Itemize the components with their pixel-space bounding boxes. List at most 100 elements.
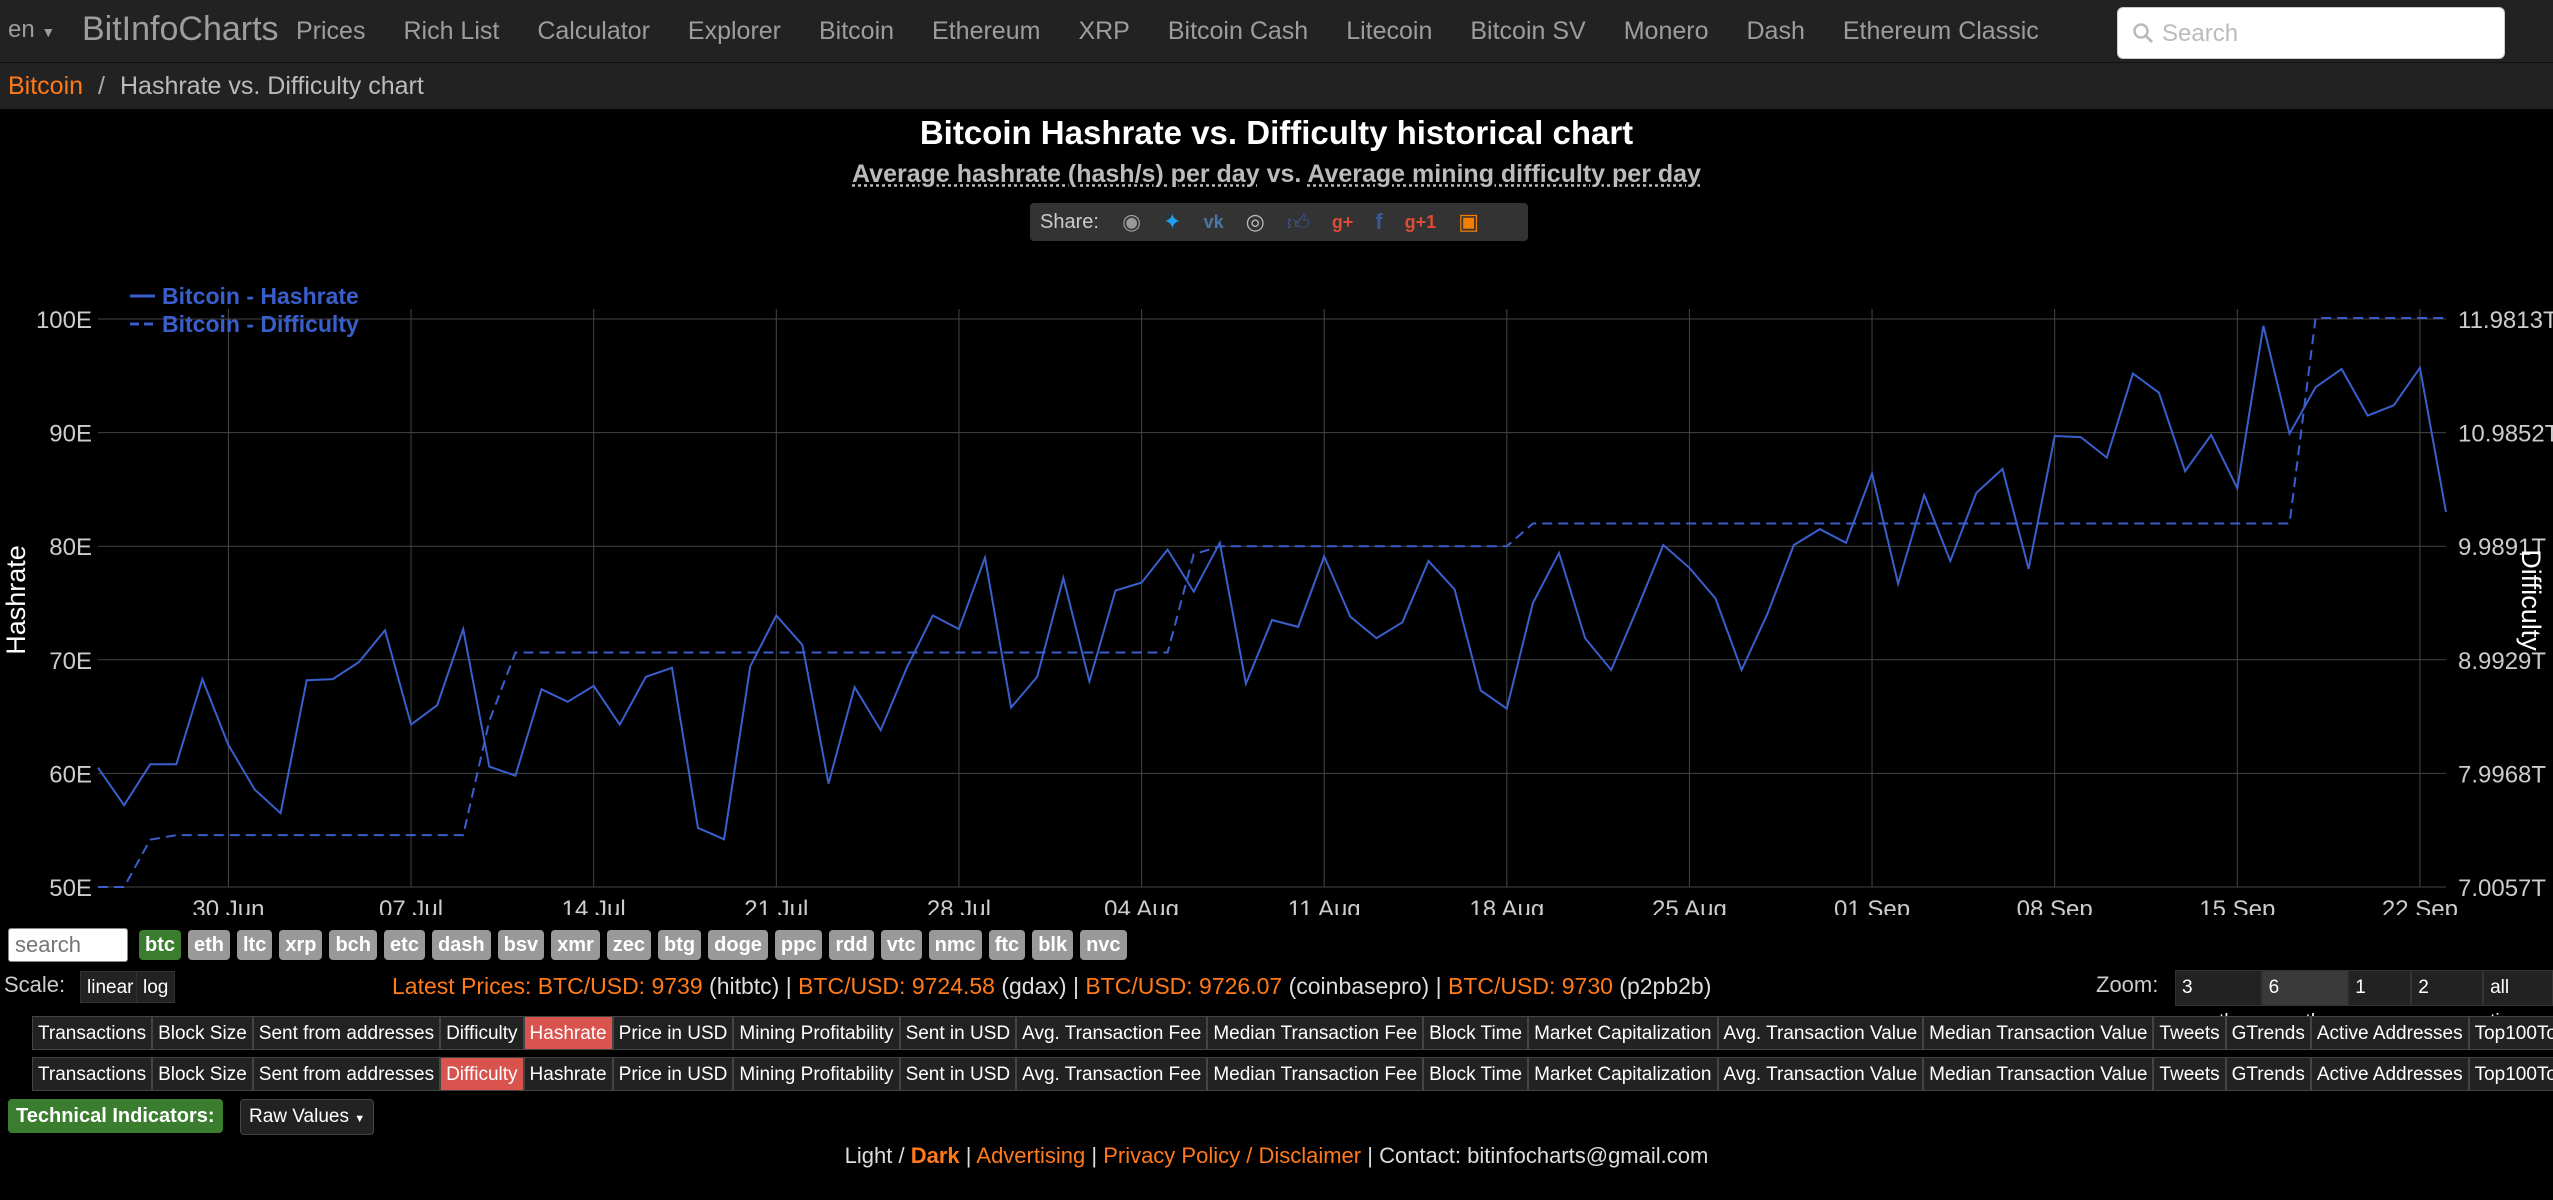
metric-primary-sent-from-addresses[interactable]: Sent from addresses	[252, 1016, 441, 1050]
nav-link-litecoin[interactable]: Litecoin	[1346, 16, 1433, 45]
weibo-icon[interactable]: ◎	[1245, 209, 1265, 234]
theme-dark-link[interactable]: Dark	[910, 1143, 960, 1168]
metric-secondary-difficulty[interactable]: Difficulty	[440, 1057, 524, 1091]
nav-link-calculator[interactable]: Calculator	[537, 16, 650, 45]
nav-link-bitcoin[interactable]: Bitcoin	[819, 16, 895, 45]
coin-button-bsv[interactable]: bsv	[497, 930, 545, 960]
coin-button-blk[interactable]: blk	[1032, 930, 1074, 960]
metric-secondary-transactions[interactable]: Transactions	[32, 1057, 153, 1091]
nav-link-monero[interactable]: Monero	[1623, 16, 1709, 45]
nav-link-bitcoin-sv[interactable]: Bitcoin SV	[1470, 16, 1586, 45]
metric-secondary-median-transaction-value[interactable]: Median Transaction Value	[1923, 1057, 2154, 1091]
scale-linear-button[interactable]: linear	[80, 971, 141, 1003]
nav-link-ethereum-classic[interactable]: Ethereum Classic	[1842, 16, 2039, 45]
metric-primary-market-capitalization[interactable]: Market Capitalization	[1528, 1016, 1718, 1050]
zoom-button-all-time[interactable]: all time	[2483, 970, 2553, 1032]
metric-primary-mining-profitability[interactable]: Mining Profitability	[733, 1016, 900, 1050]
nav-link-prices[interactable]: Prices	[296, 16, 366, 45]
metric-primary-median-transaction-value[interactable]: Median Transaction Value	[1923, 1016, 2154, 1050]
metric-primary-price-in-usd[interactable]: Price in USD	[612, 1016, 734, 1050]
coin-button-rdd[interactable]: rdd	[829, 930, 874, 960]
metric-secondary-sent-from-addresses[interactable]: Sent from addresses	[252, 1057, 441, 1091]
zoom-button-6-months[interactable]: 6 months	[2261, 970, 2349, 1032]
nav-link-dash[interactable]: Dash	[1746, 16, 1805, 45]
coin-button-vtc[interactable]: vtc	[880, 930, 922, 960]
metric-primary-transactions[interactable]: Transactions	[32, 1016, 153, 1050]
language-dropdown[interactable]: en ▼	[8, 16, 55, 44]
metric-secondary-gtrends[interactable]: GTrends	[2225, 1057, 2311, 1091]
metric-secondary-hashrate[interactable]: Hashrate	[523, 1057, 613, 1091]
metric-secondary-avg-transaction-value[interactable]: Avg. Transaction Value	[1717, 1057, 1924, 1091]
coin-button-ltc[interactable]: ltc	[237, 930, 273, 960]
metric-primary-gtrends[interactable]: GTrends	[2225, 1016, 2311, 1050]
chart-legend[interactable]: Bitcoin - Hashrate Bitcoin - Difficulty	[130, 283, 359, 337]
metric-secondary-tweets[interactable]: Tweets	[2153, 1057, 2226, 1091]
privacy-policy-link[interactable]: Privacy Policy / Disclaimer	[1103, 1143, 1362, 1168]
metric-primary-active-addresses[interactable]: Active Addresses	[2310, 1016, 2469, 1050]
zoom-button-2-years[interactable]: 2 years	[2411, 970, 2484, 1032]
metric-secondary-sent-in-usd[interactable]: Sent in USD	[899, 1057, 1017, 1091]
nav-search-box[interactable]	[2117, 7, 2505, 60]
nav-link-rich-list[interactable]: Rich List	[403, 16, 500, 45]
raw-values-dropdown[interactable]: Raw Values ▼	[240, 1099, 375, 1135]
facebook-icon[interactable]: f	[1375, 209, 1383, 234]
price-value[interactable]: BTC/USD: 9726.07	[1085, 973, 1283, 999]
google-plus-one-icon[interactable]: g+1	[1404, 211, 1437, 232]
metric-primary-avg-transaction-value[interactable]: Avg. Transaction Value	[1717, 1016, 1924, 1050]
coin-button-eth[interactable]: eth	[188, 930, 230, 960]
metric-primary-median-transaction-fee[interactable]: Median Transaction Fee	[1207, 1016, 1424, 1050]
metric-primary-block-size[interactable]: Block Size	[152, 1016, 253, 1050]
coin-button-ppc[interactable]: ppc	[774, 930, 823, 960]
metric-primary-avg-transaction-fee[interactable]: Avg. Transaction Fee	[1016, 1016, 1208, 1050]
vk-icon[interactable]: vk	[1203, 211, 1224, 232]
nav-link-explorer[interactable]: Explorer	[687, 16, 781, 45]
scale-log-button[interactable]: log	[136, 971, 176, 1003]
subtitle-hashrate-link[interactable]: Average hashrate (hash/s) per day	[852, 160, 1260, 188]
metric-primary-difficulty[interactable]: Difficulty	[440, 1016, 524, 1050]
price-value[interactable]: BTC/USD: 9724.58	[798, 973, 995, 999]
price-value[interactable]: BTC/USD: 9739	[537, 973, 703, 999]
coin-button-btc[interactable]: btc	[139, 930, 181, 960]
metric-primary-top100tototal[interactable]: Top100ToTotal	[2468, 1016, 2553, 1050]
coin-button-dash[interactable]: dash	[431, 930, 491, 960]
metric-secondary-avg-transaction-fee[interactable]: Avg. Transaction Fee	[1016, 1057, 1208, 1091]
coin-button-zec[interactable]: zec	[606, 930, 652, 960]
google-plus-icon[interactable]: g+	[1331, 211, 1354, 232]
metric-secondary-top100tototal[interactable]: Top100ToTotal	[2468, 1057, 2553, 1091]
nav-search-input[interactable]	[2160, 8, 2494, 60]
metric-primary-block-time[interactable]: Block Time	[1423, 1016, 1529, 1050]
metric-secondary-active-addresses[interactable]: Active Addresses	[2310, 1057, 2469, 1091]
zoom-button-1-year[interactable]: 1 year	[2348, 970, 2412, 1032]
coin-button-nmc[interactable]: nmc	[928, 930, 982, 960]
coin-button-bch[interactable]: bch	[329, 930, 378, 960]
zoom-button-3-months[interactable]: 3 months	[2175, 970, 2262, 1032]
coin-button-xmr[interactable]: xmr	[551, 930, 600, 960]
nav-link-bitcoin-cash[interactable]: Bitcoin Cash	[1167, 16, 1309, 45]
nav-link-xrp[interactable]: XRP	[1078, 16, 1130, 45]
metric-secondary-median-transaction-fee[interactable]: Median Transaction Fee	[1207, 1057, 1424, 1091]
coin-button-nvc[interactable]: nvc	[1080, 930, 1127, 960]
subtitle-difficulty-link[interactable]: Average mining difficulty per day	[1307, 160, 1701, 188]
legend-difficulty-label[interactable]: Bitcoin - Difficulty	[162, 311, 359, 337]
coin-search-input[interactable]	[8, 928, 128, 962]
metric-primary-hashrate[interactable]: Hashrate	[523, 1016, 613, 1050]
metric-secondary-price-in-usd[interactable]: Price in USD	[612, 1057, 734, 1091]
technical-indicators-button[interactable]: Technical Indicators:	[8, 1099, 223, 1133]
metric-secondary-mining-profitability[interactable]: Mining Profitability	[733, 1057, 900, 1091]
metric-primary-tweets[interactable]: Tweets	[2153, 1016, 2226, 1050]
reddit-icon[interactable]: ◉	[1121, 209, 1142, 234]
brand-logo[interactable]: BitInfoCharts	[82, 10, 279, 48]
coin-button-doge[interactable]: doge	[708, 930, 768, 960]
like-icon[interactable]: 👍︎	[1286, 209, 1310, 235]
hashrate-difficulty-chart[interactable]: 30 Jun 07 Jul 14 Jul 21 Jul 28 Jul 04 Aug 11 A…	[0, 255, 2553, 915]
price-value[interactable]: BTC/USD: 9730	[1448, 973, 1613, 999]
breadcrumb-bitcoin-link[interactable]: Bitcoin	[8, 72, 84, 100]
metric-primary-sent-in-usd[interactable]: Sent in USD	[899, 1016, 1017, 1050]
coin-button-xrp[interactable]: xrp	[279, 930, 323, 960]
twitter-icon[interactable]: ✦	[1163, 209, 1182, 234]
coin-button-btg[interactable]: btg	[658, 930, 702, 960]
coin-button-ftc[interactable]: ftc	[988, 930, 1026, 960]
metric-secondary-market-capitalization[interactable]: Market Capitalization	[1528, 1057, 1718, 1091]
metric-secondary-block-size[interactable]: Block Size	[152, 1057, 253, 1091]
legend-hashrate-label[interactable]: Bitcoin - Hashrate	[162, 283, 359, 309]
